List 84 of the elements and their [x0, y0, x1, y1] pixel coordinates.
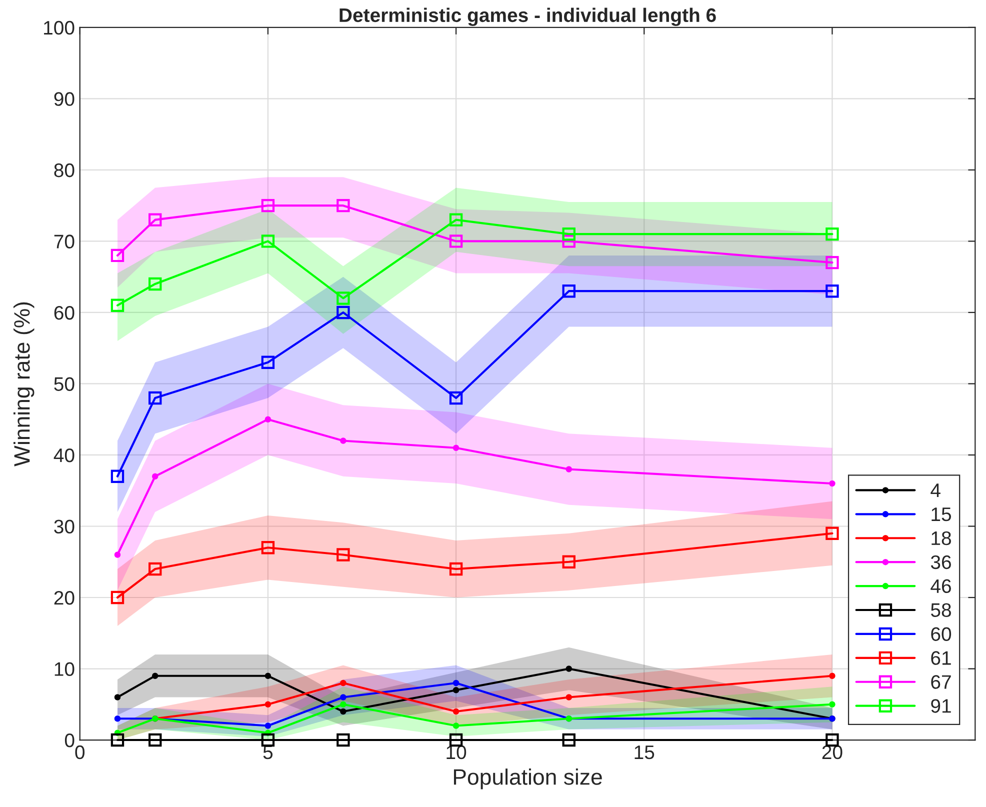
- point: [452, 722, 460, 729]
- point: [336, 306, 350, 320]
- legend-label: 60: [931, 627, 952, 641]
- legend-label: 58: [930, 603, 951, 618]
- point: [449, 391, 463, 405]
- legend-label: 67: [931, 675, 951, 689]
- point: [336, 548, 350, 562]
- point: [562, 234, 576, 248]
- point: [261, 356, 275, 369]
- legend-label: 46: [930, 579, 951, 594]
- point: [566, 466, 572, 472]
- point: [110, 470, 124, 483]
- point: [336, 733, 350, 747]
- point: [148, 562, 162, 576]
- y-tick-label: 20: [54, 590, 74, 605]
- point: [148, 733, 162, 747]
- point: [110, 590, 124, 604]
- point: [826, 227, 839, 241]
- point: [340, 708, 346, 715]
- point: [148, 213, 162, 226]
- y-tick-label: 50: [54, 377, 74, 391]
- point: [148, 391, 162, 405]
- legend-label: 61: [931, 651, 951, 665]
- legend-label: 18: [932, 531, 951, 546]
- x-tick-label: 15: [634, 746, 654, 760]
- point: [261, 234, 275, 248]
- y-axis-title: Winning rate (%): [14, 302, 34, 466]
- point: [264, 416, 272, 422]
- legend-label: 15: [932, 508, 952, 522]
- legend-label: 36: [930, 555, 951, 570]
- point: [264, 701, 272, 708]
- point: [449, 213, 463, 226]
- point: [110, 733, 124, 747]
- point: [336, 292, 350, 305]
- point: [452, 708, 460, 715]
- point: [452, 680, 460, 686]
- point: [110, 298, 124, 312]
- point: [261, 541, 275, 554]
- point: [562, 555, 576, 568]
- point: [452, 687, 460, 694]
- point: [261, 733, 275, 747]
- y-tick-label: 10: [54, 662, 74, 676]
- x-axis-title: Population size: [454, 768, 602, 790]
- y-tick-label: 30: [54, 520, 74, 534]
- legend-label: 4: [930, 484, 940, 498]
- legend-label: 91: [931, 699, 951, 713]
- point: [829, 672, 836, 680]
- point: [340, 438, 346, 444]
- point: [562, 733, 576, 747]
- point: [110, 248, 124, 262]
- point: [449, 562, 463, 576]
- point: [826, 526, 839, 540]
- chart-title: Deterministic games - individual length 6: [340, 8, 716, 26]
- point: [148, 277, 162, 291]
- point: [264, 672, 272, 680]
- point: [152, 473, 158, 480]
- point: [566, 666, 572, 672]
- y-tick-label: 60: [54, 306, 74, 320]
- y-tick-label: 100: [44, 20, 74, 35]
- y-tick-label: 90: [54, 92, 74, 106]
- point: [114, 694, 121, 700]
- point: [152, 672, 158, 680]
- y-tick-label: 80: [54, 163, 74, 178]
- point: [264, 722, 272, 729]
- point: [449, 234, 463, 248]
- point: [826, 284, 839, 298]
- point: [562, 227, 576, 241]
- point: [340, 694, 346, 700]
- point: [336, 198, 350, 212]
- y-tick-label: 70: [54, 234, 74, 248]
- point: [114, 552, 121, 558]
- point: [340, 680, 346, 686]
- point: [261, 198, 275, 212]
- point: [562, 284, 576, 298]
- point: [114, 716, 121, 722]
- point: [452, 444, 460, 451]
- point: [340, 701, 346, 708]
- x-tick-label: 0: [75, 745, 85, 760]
- point: [566, 694, 572, 700]
- y-tick-label: 40: [54, 448, 74, 462]
- point: [829, 701, 836, 708]
- point: [829, 480, 836, 487]
- point: [826, 256, 839, 270]
- y-tick-label: 0: [64, 733, 74, 748]
